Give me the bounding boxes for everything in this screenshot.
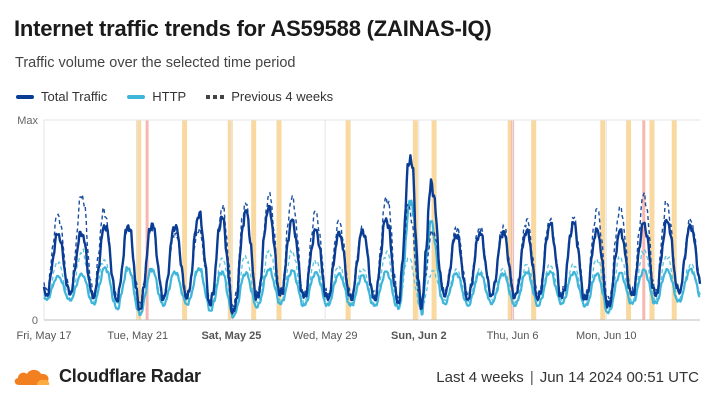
legend-swatch-http	[127, 94, 146, 99]
legend-label-previous: Previous 4 weeks	[231, 89, 334, 104]
brand-name: Cloudflare Radar	[59, 366, 201, 386]
highlight-band-red	[642, 120, 646, 320]
x-tick-label: Thu, Jun 6	[487, 330, 539, 342]
highlight-band	[251, 120, 257, 320]
legend-label-total: Total Traffic	[41, 89, 108, 104]
highlight-band	[276, 120, 282, 320]
legend-label-http: HTTP	[152, 89, 187, 104]
y-tick-label: 0	[32, 315, 38, 327]
highlight-band	[649, 120, 655, 320]
legend-item-previous[interactable]: Previous 4 weeks	[206, 89, 333, 104]
series-total-line[interactable]	[42, 154, 702, 315]
highlight-band	[531, 120, 537, 320]
highlight-band	[600, 120, 606, 320]
highlight-band-red	[145, 120, 149, 320]
footer-meta: Last 4 weeks | Jun 14 2024 00:51 UTC	[436, 369, 699, 386]
highlight-band	[136, 120, 142, 320]
highlight-band	[431, 120, 437, 320]
highlight-band	[345, 120, 351, 320]
chart-title: Internet traffic trends for AS59588 (ZAI…	[14, 16, 492, 41]
legend-swatch-total	[16, 94, 34, 99]
highlight-band	[227, 120, 233, 320]
highlight-band	[507, 120, 513, 320]
legend-swatch-previous	[206, 94, 225, 99]
highlight-band	[626, 120, 632, 320]
legend-item-total[interactable]: Total Traffic	[16, 89, 107, 104]
chart-legend: Total Traffic HTTP Previous 4 weeks	[16, 89, 353, 104]
x-tick-label: Tue, May 21	[107, 330, 168, 342]
y-tick-label: Max	[17, 115, 38, 127]
time-range-label: Last 4 weeks	[436, 369, 524, 386]
timestamp-label: Jun 14 2024 00:51 UTC	[539, 369, 699, 386]
cloud-icon	[14, 369, 50, 385]
x-tick-label: Sat, May 25	[201, 330, 261, 342]
highlight-band	[671, 120, 677, 320]
x-tick-label: Sun, Jun 2	[391, 330, 447, 342]
x-tick-label: Fri, May 17	[16, 330, 71, 342]
cloudflare-logo[interactable]: Cloudflare Radar	[13, 366, 201, 387]
series-previous-http-line[interactable]	[43, 248, 701, 312]
x-tick-label: Mon, Jun 10	[576, 330, 637, 342]
x-tick-label: Wed, May 29	[293, 330, 358, 342]
legend-item-http[interactable]: HTTP	[127, 89, 186, 104]
footer-separator: |	[529, 369, 534, 386]
traffic-chart[interactable]: Max 0 Fri, May 17 Tue, May 21 Sat, May 25 Wed…	[0, 108, 715, 348]
series-http-line[interactable]	[43, 199, 701, 319]
highlight-band	[182, 120, 188, 320]
chart-subtitle: Traffic volume over the selected time pe…	[15, 55, 296, 71]
